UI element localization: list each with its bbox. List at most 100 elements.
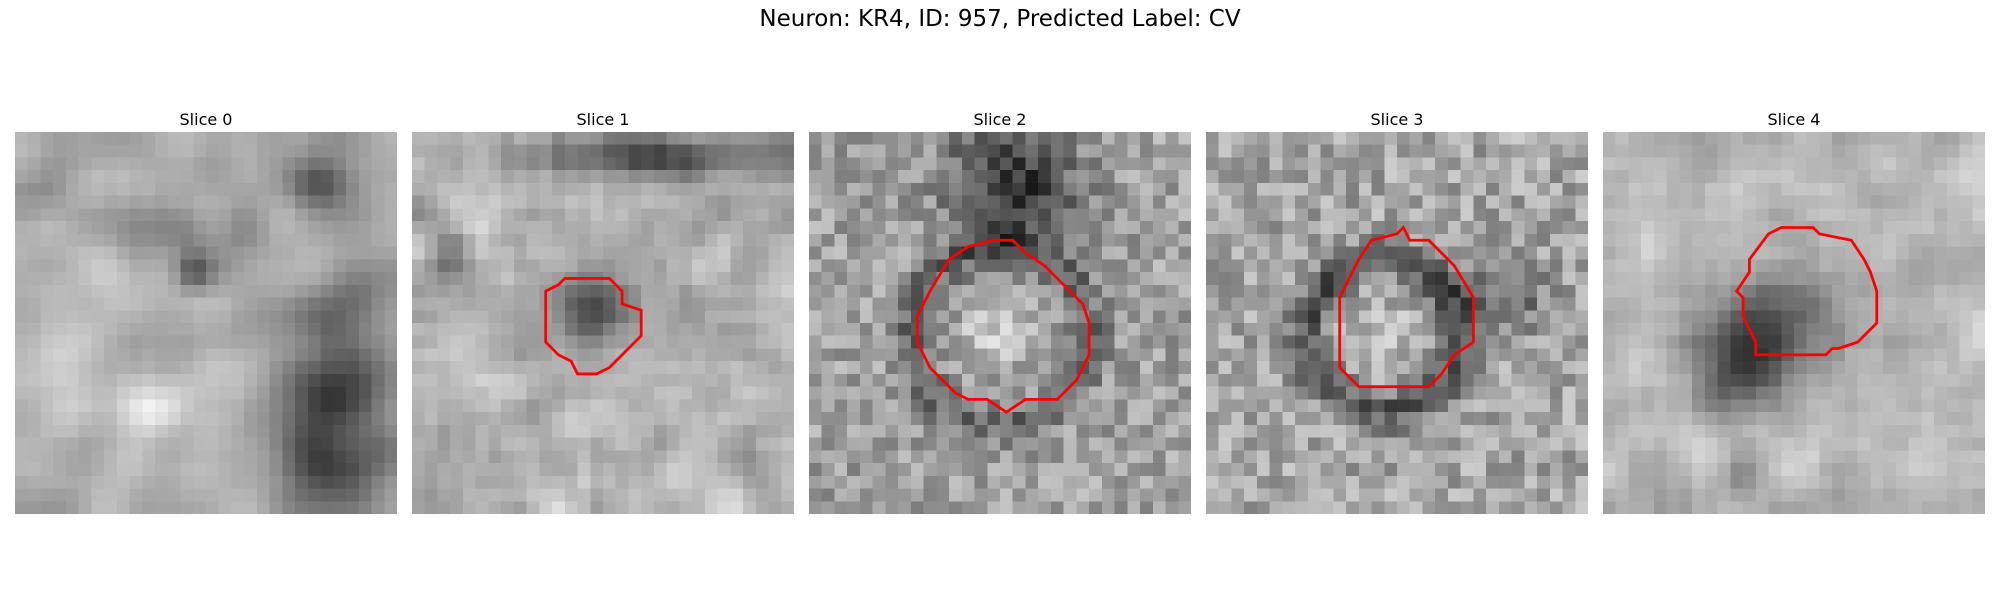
pixel-cell — [1422, 348, 1436, 362]
pixel-cell — [898, 157, 912, 171]
pixel-cell — [256, 386, 270, 400]
pixel-cell — [358, 259, 372, 273]
pixel-cell — [961, 182, 975, 196]
pixel-cell — [346, 310, 360, 324]
pixel-cell — [1435, 412, 1449, 426]
pixel-cell — [730, 246, 744, 260]
pixel-cell — [333, 246, 347, 260]
pixel-cell — [231, 182, 245, 196]
pixel-cell — [1666, 386, 1680, 400]
pixel-cell — [1755, 361, 1769, 375]
pixel-cell — [755, 424, 769, 438]
pixel-cell — [307, 323, 321, 336]
pixel-cell — [358, 361, 372, 375]
pixel-cell — [1832, 348, 1846, 362]
pixel-cell — [282, 335, 296, 349]
pixel-cell — [320, 221, 334, 235]
pixel-cell — [1152, 437, 1166, 451]
pixel-cell — [91, 157, 105, 171]
pixel-cell — [1615, 284, 1629, 298]
pixel-cell — [488, 450, 502, 464]
pixel-cell — [40, 463, 54, 477]
pixel-cell — [78, 272, 92, 286]
pixel-cell — [1460, 488, 1474, 502]
pixel-cell — [781, 488, 794, 502]
pixel-cell — [231, 323, 245, 336]
slice-image — [15, 132, 397, 514]
pixel-cell — [1076, 386, 1090, 400]
pixel-cell — [1218, 335, 1232, 349]
pixel-cell — [1307, 335, 1321, 349]
pixel-cell — [1165, 450, 1179, 464]
pixel-cell — [180, 450, 194, 464]
pixel-cell — [590, 195, 604, 209]
pixel-cell — [1603, 272, 1616, 286]
pixel-cell — [1844, 297, 1858, 311]
pixel-cell — [603, 221, 616, 235]
pixel-cell — [628, 501, 642, 514]
pixel-cell — [269, 424, 283, 438]
pixel-cell — [333, 361, 347, 375]
pixel-cell — [1282, 297, 1296, 311]
pixel-cell — [552, 310, 566, 324]
pixel-cell — [1730, 323, 1744, 336]
pixel-cell — [755, 170, 769, 184]
pixel-cell — [142, 297, 156, 311]
pixel-cell — [1883, 246, 1897, 260]
pixel-cell — [295, 246, 309, 260]
pixel-cell — [1692, 386, 1706, 400]
pixel-cell — [730, 335, 744, 349]
pixel-cell — [847, 182, 861, 196]
pixel-cell — [1806, 195, 1820, 209]
pixel-cell — [231, 348, 245, 362]
pixel-cell — [142, 348, 156, 362]
pixel-cell — [1206, 437, 1219, 451]
pixel-cell — [167, 335, 181, 349]
pixel-cell — [1921, 373, 1935, 387]
pixel-cell — [552, 361, 566, 375]
pixel-cell — [1320, 386, 1334, 400]
pixel-cell — [781, 310, 794, 324]
pixel-cell — [424, 424, 438, 438]
pixel-cell — [949, 233, 963, 247]
pixel-cell — [501, 412, 515, 426]
pixel-cell — [256, 373, 270, 387]
pixel-cell — [1628, 157, 1642, 171]
pixel-cell — [1832, 488, 1846, 502]
pixel-cell — [1794, 463, 1807, 477]
pixel-cell — [1114, 144, 1128, 158]
pixel-cell — [1371, 399, 1385, 413]
pixel-cell — [539, 450, 553, 464]
pixel-cell — [1615, 132, 1629, 145]
pixel-cell — [1908, 182, 1922, 196]
pixel-cell — [256, 437, 270, 451]
pixel-cell — [615, 424, 629, 438]
pixel-cell — [590, 399, 604, 413]
pixel-cell — [1165, 259, 1179, 273]
pixel-cell — [269, 373, 283, 387]
pixel-cell — [1549, 132, 1563, 145]
pixel-cell — [218, 437, 232, 451]
pixel-cell — [1615, 272, 1629, 286]
pixel-cell — [358, 233, 372, 247]
pixel-cell — [1628, 170, 1642, 184]
pixel-cell — [424, 323, 438, 336]
pixel-cell — [1921, 272, 1935, 286]
pixel-cell — [949, 182, 963, 196]
pixel-cell — [295, 463, 309, 477]
pixel-cell — [1781, 386, 1795, 400]
pixel-cell — [961, 501, 975, 514]
pixel-cell — [104, 488, 118, 502]
pixel-cell — [1908, 323, 1922, 336]
pixel-cell — [859, 272, 873, 286]
pixel-cell — [768, 132, 782, 145]
pixel-cell — [809, 221, 822, 235]
pixel-cell — [1768, 412, 1782, 426]
pixel-cell — [1653, 488, 1667, 502]
pixel-cell — [1114, 501, 1128, 514]
pixel-cell — [1844, 259, 1858, 273]
pixel-cell — [1794, 144, 1807, 158]
pixel-cell — [488, 157, 502, 171]
pixel-cell — [437, 463, 451, 477]
pixel-cell — [424, 386, 438, 400]
